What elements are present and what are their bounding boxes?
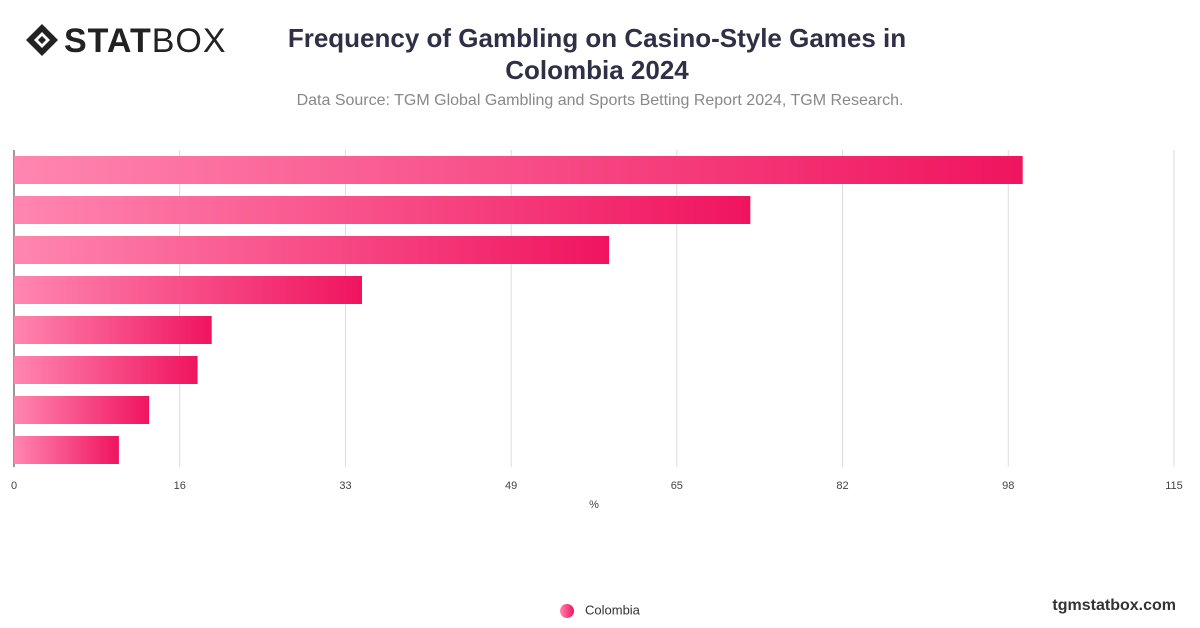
x-tick-label: 16 bbox=[174, 480, 186, 492]
bar bbox=[14, 436, 119, 464]
bar bbox=[14, 396, 150, 424]
logo-light: BOX bbox=[151, 22, 227, 60]
bar bbox=[14, 276, 362, 304]
chart-title: Frequency of Gambling on Casino-Style Ga… bbox=[287, 23, 907, 85]
x-tick-label: 49 bbox=[505, 480, 517, 492]
chart-subtitle: Data Source: TGM Global Gambling and Spo… bbox=[296, 92, 904, 109]
x-tick-label: 0 bbox=[11, 480, 17, 492]
bar bbox=[14, 156, 1023, 184]
x-tick-label: 82 bbox=[836, 480, 848, 492]
x-axis-label: % bbox=[589, 499, 599, 511]
x-tick-label: 98 bbox=[1002, 480, 1014, 492]
legend-marker bbox=[560, 604, 574, 618]
logo-bold: STAT bbox=[64, 22, 152, 60]
logo-icon bbox=[26, 24, 58, 56]
footer: tgmstatbox.com bbox=[1052, 597, 1176, 614]
bar bbox=[14, 356, 198, 384]
x-tick-label: 65 bbox=[671, 480, 683, 492]
x-tick-label: 115 bbox=[1165, 480, 1183, 492]
logo: STATBOX bbox=[64, 22, 227, 61]
bar bbox=[14, 316, 212, 344]
x-tick-label: 33 bbox=[339, 480, 351, 492]
bar bbox=[14, 236, 610, 264]
bar bbox=[14, 196, 751, 224]
legend-label: Colombia bbox=[585, 602, 641, 617]
